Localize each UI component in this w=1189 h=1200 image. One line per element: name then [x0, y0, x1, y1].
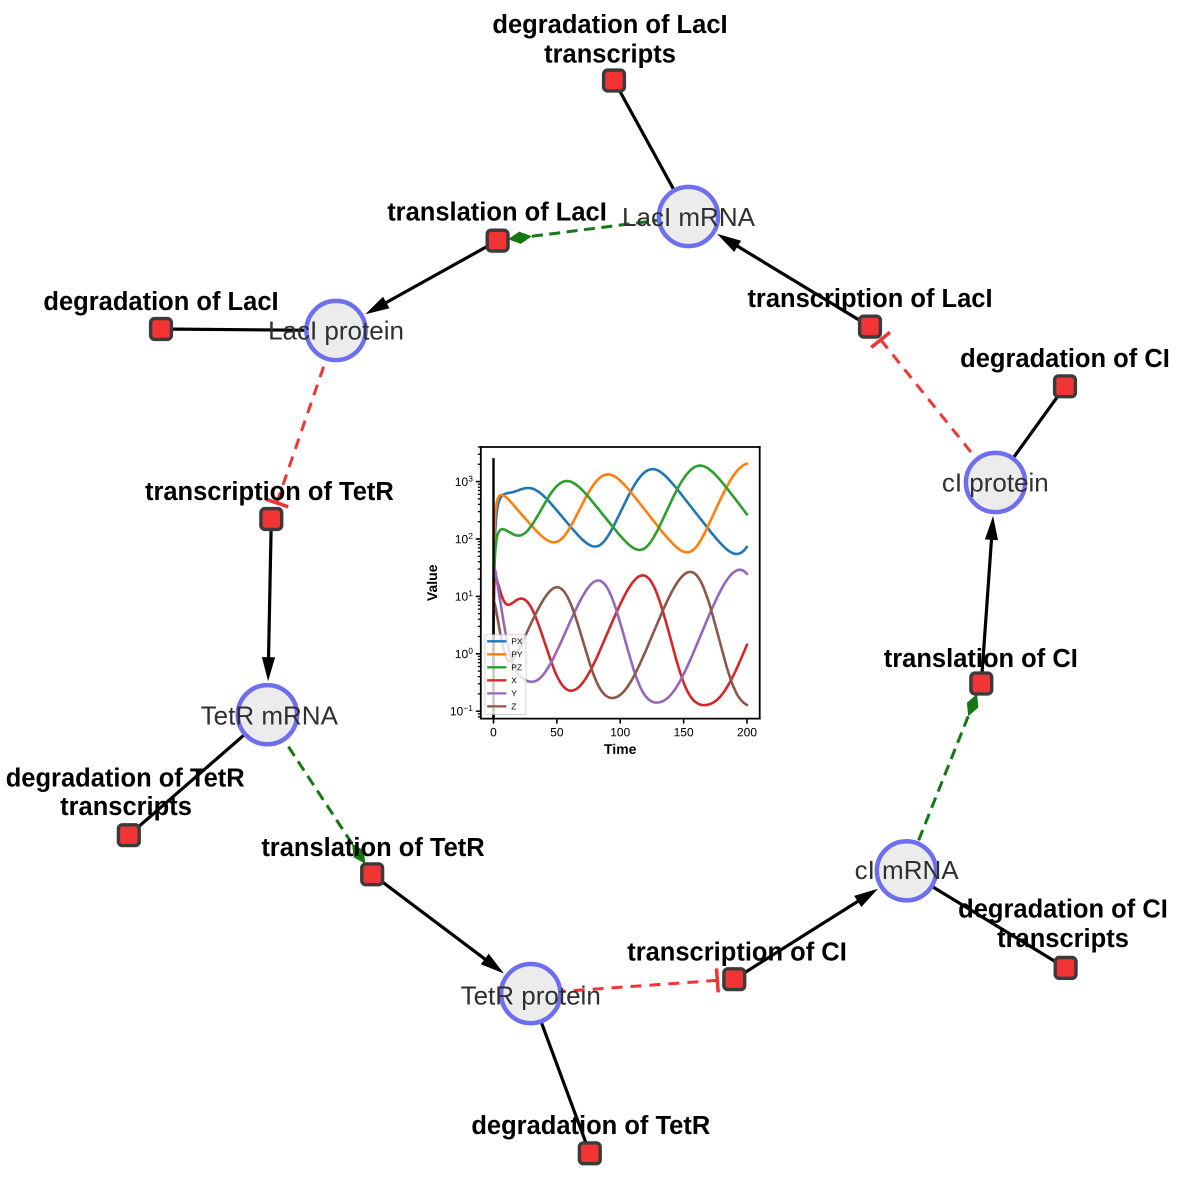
- svg-text:cI mRNA: cI mRNA: [855, 855, 960, 885]
- svg-text:LacI protein: LacI protein: [268, 316, 404, 346]
- svg-text:translation of CI: translation of CI: [884, 645, 1078, 673]
- svg-text:degradation of CI: degradation of CI: [960, 345, 1170, 373]
- svg-text:LacI mRNA: LacI mRNA: [622, 202, 756, 232]
- svg-text:transcription of TetR: transcription of TetR: [145, 478, 394, 506]
- svg-text:degradation of TetR: degradation of TetR: [471, 1112, 710, 1140]
- svg-text:transcription of CI: transcription of CI: [627, 938, 847, 966]
- svg-text:transcripts: transcripts: [544, 41, 676, 69]
- svg-text:TetR mRNA: TetR mRNA: [201, 700, 339, 730]
- svg-text:degradation of LacI: degradation of LacI: [43, 288, 278, 316]
- svg-text:transcription of LacI: transcription of LacI: [747, 285, 992, 313]
- svg-text:degradation of LacI: degradation of LacI: [492, 11, 727, 39]
- svg-text:cI protein: cI protein: [942, 468, 1049, 498]
- svg-text:transcripts: transcripts: [60, 793, 192, 821]
- svg-text:degradation of CI: degradation of CI: [958, 896, 1168, 924]
- svg-text:translation of TetR: translation of TetR: [261, 834, 484, 862]
- svg-text:transcripts: transcripts: [997, 925, 1129, 953]
- svg-text:degradation of TetR: degradation of TetR: [6, 765, 245, 793]
- svg-text:TetR protein: TetR protein: [461, 980, 601, 1010]
- svg-text:translation of LacI: translation of LacI: [387, 199, 607, 227]
